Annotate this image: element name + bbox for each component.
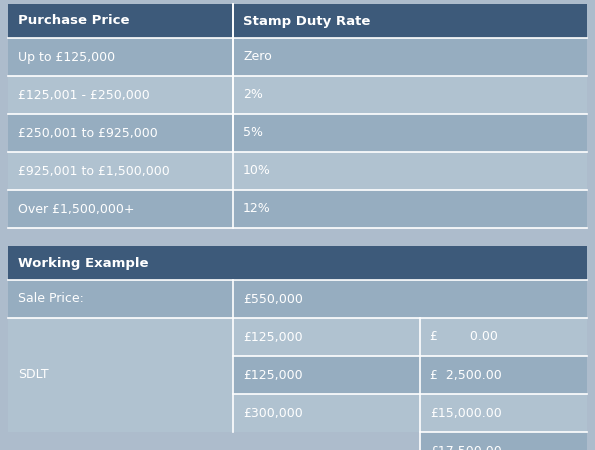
Text: £250,001 to £925,000: £250,001 to £925,000: [18, 126, 158, 140]
Text: £  2,500.00: £ 2,500.00: [430, 369, 502, 382]
Text: £925,001 to £1,500,000: £925,001 to £1,500,000: [18, 165, 170, 177]
Bar: [233, 356, 420, 394]
Bar: [8, 318, 233, 432]
Bar: [8, 76, 233, 114]
Bar: [233, 318, 420, 356]
Text: 10%: 10%: [243, 165, 271, 177]
Bar: [8, 4, 233, 38]
Text: Up to £125,000: Up to £125,000: [18, 50, 115, 63]
Text: Working Example: Working Example: [18, 256, 149, 270]
Bar: [233, 152, 587, 190]
Bar: [233, 190, 587, 228]
Text: £125,001 - £250,000: £125,001 - £250,000: [18, 89, 150, 102]
Text: Sale Price:: Sale Price:: [18, 292, 84, 306]
Text: £300,000: £300,000: [243, 406, 303, 419]
Text: £        0.00: £ 0.00: [430, 330, 498, 343]
Bar: [420, 432, 587, 450]
Bar: [8, 280, 233, 318]
Text: £125,000: £125,000: [243, 330, 303, 343]
Text: Over £1,500,000+: Over £1,500,000+: [18, 202, 134, 216]
Text: 5%: 5%: [243, 126, 263, 140]
Bar: [8, 246, 587, 280]
Bar: [420, 318, 587, 356]
Bar: [233, 76, 587, 114]
Bar: [233, 38, 587, 76]
Text: Zero: Zero: [243, 50, 272, 63]
Text: £125,000: £125,000: [243, 369, 303, 382]
Text: 2%: 2%: [243, 89, 263, 102]
Bar: [233, 114, 587, 152]
Bar: [420, 356, 587, 394]
Text: £550,000: £550,000: [243, 292, 303, 306]
Bar: [8, 114, 233, 152]
Bar: [420, 394, 587, 432]
Bar: [8, 152, 233, 190]
Text: Purchase Price: Purchase Price: [18, 14, 130, 27]
Bar: [8, 38, 233, 76]
Text: SDLT: SDLT: [18, 369, 49, 382]
Text: Stamp Duty Rate: Stamp Duty Rate: [243, 14, 370, 27]
Bar: [233, 4, 587, 38]
Bar: [233, 394, 420, 432]
Text: £17,500.00: £17,500.00: [430, 445, 502, 450]
Text: £15,000.00: £15,000.00: [430, 406, 502, 419]
Bar: [233, 280, 587, 318]
Bar: [8, 190, 233, 228]
Text: 12%: 12%: [243, 202, 271, 216]
